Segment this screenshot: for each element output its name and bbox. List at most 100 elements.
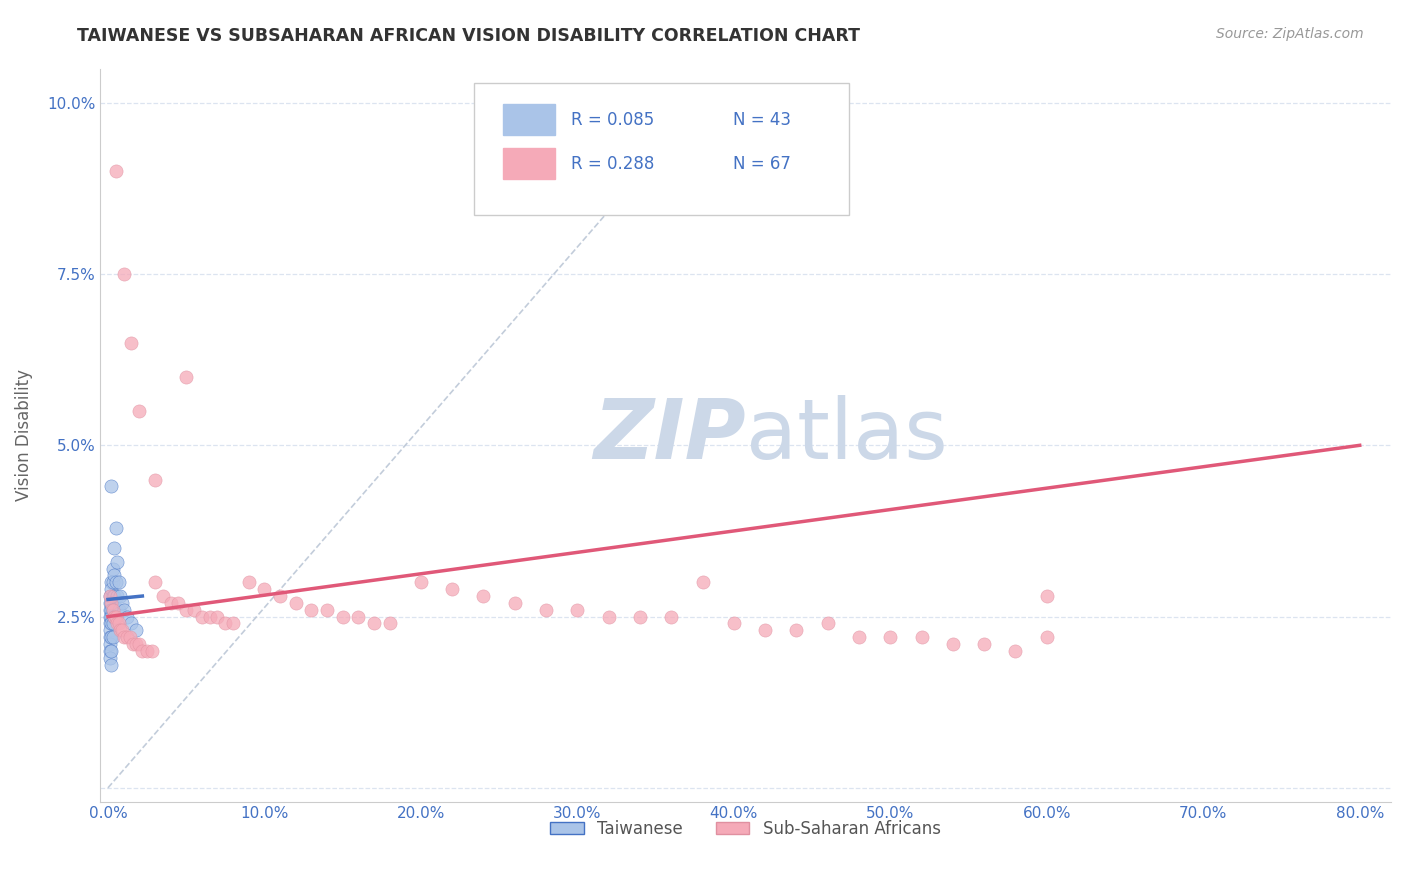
Point — [122, 637, 145, 651]
Point — [284, 596, 307, 610]
Point — [100, 603, 122, 617]
Point — [103, 568, 125, 582]
Legend: Taiwanese, Sub-Saharan Africans: Taiwanese, Sub-Saharan Africans — [544, 814, 948, 845]
Point — [101, 575, 124, 590]
Point — [472, 589, 495, 603]
Point — [105, 589, 128, 603]
Point — [503, 596, 526, 610]
Point — [98, 589, 121, 603]
Point — [112, 603, 135, 617]
Bar — [503, 148, 554, 179]
Point — [112, 267, 135, 281]
Point — [100, 630, 122, 644]
Point — [103, 609, 125, 624]
Point — [111, 624, 134, 638]
Bar — [503, 104, 554, 136]
Point — [118, 630, 141, 644]
Point — [98, 644, 121, 658]
Text: TAIWANESE VS SUBSAHARAN AFRICAN VISION DISABILITY CORRELATION CHART: TAIWANESE VS SUBSAHARAN AFRICAN VISION D… — [77, 27, 860, 45]
Point — [101, 603, 124, 617]
Point — [100, 479, 122, 493]
Text: N = 43: N = 43 — [733, 111, 790, 128]
Point — [98, 589, 121, 603]
Point — [104, 609, 127, 624]
Point — [347, 609, 370, 624]
Point — [108, 575, 131, 590]
Point — [598, 609, 620, 624]
Point — [104, 520, 127, 534]
Point — [98, 624, 121, 638]
Point — [125, 624, 148, 638]
Point — [100, 609, 122, 624]
Point — [98, 616, 121, 631]
Point — [104, 575, 127, 590]
Point — [101, 630, 124, 644]
Point — [942, 637, 965, 651]
Point — [167, 596, 190, 610]
Point — [98, 637, 121, 651]
Point — [100, 596, 122, 610]
Point — [98, 650, 121, 665]
Point — [110, 624, 132, 638]
Text: R = 0.288: R = 0.288 — [571, 155, 655, 173]
Point — [174, 603, 197, 617]
Point — [141, 644, 163, 658]
Point — [100, 596, 122, 610]
Point — [299, 603, 322, 617]
Point — [104, 609, 127, 624]
Point — [143, 473, 166, 487]
Point — [207, 609, 229, 624]
Point — [103, 589, 125, 603]
Point — [785, 624, 807, 638]
Point — [105, 555, 128, 569]
Point — [659, 609, 682, 624]
Point — [910, 630, 932, 644]
Point — [973, 637, 995, 651]
Y-axis label: Vision Disability: Vision Disability — [15, 369, 32, 501]
Point — [111, 596, 134, 610]
Point — [269, 589, 291, 603]
Point — [115, 609, 138, 624]
Point — [159, 596, 181, 610]
Point — [136, 644, 159, 658]
Point — [128, 404, 150, 418]
Point — [105, 616, 128, 631]
FancyBboxPatch shape — [474, 83, 849, 215]
Point — [409, 575, 432, 590]
Point — [108, 603, 131, 617]
Point — [100, 616, 122, 631]
Point — [101, 616, 124, 631]
Point — [1004, 644, 1026, 658]
Point — [441, 582, 464, 597]
Point — [131, 644, 153, 658]
Point — [238, 575, 260, 590]
Point — [110, 589, 132, 603]
Point — [98, 596, 121, 610]
Point — [101, 561, 124, 575]
Text: R = 0.085: R = 0.085 — [571, 111, 655, 128]
Point — [214, 616, 236, 631]
Point — [183, 603, 205, 617]
Point — [363, 616, 385, 631]
Point — [101, 589, 124, 603]
Point — [567, 603, 589, 617]
Point — [100, 644, 122, 658]
Point — [152, 589, 174, 603]
Text: ZIP: ZIP — [593, 394, 745, 475]
Point — [100, 582, 122, 597]
Point — [198, 609, 221, 624]
Point — [222, 616, 245, 631]
Point — [108, 616, 131, 631]
Point — [98, 603, 121, 617]
Text: N = 67: N = 67 — [733, 155, 790, 173]
Point — [1035, 630, 1057, 644]
Point — [125, 637, 148, 651]
Point — [120, 616, 142, 631]
Point — [316, 603, 339, 617]
Point — [378, 616, 401, 631]
Point — [754, 624, 776, 638]
Point — [112, 630, 135, 644]
Text: atlas: atlas — [745, 394, 948, 475]
Point — [879, 630, 901, 644]
Point — [100, 575, 122, 590]
